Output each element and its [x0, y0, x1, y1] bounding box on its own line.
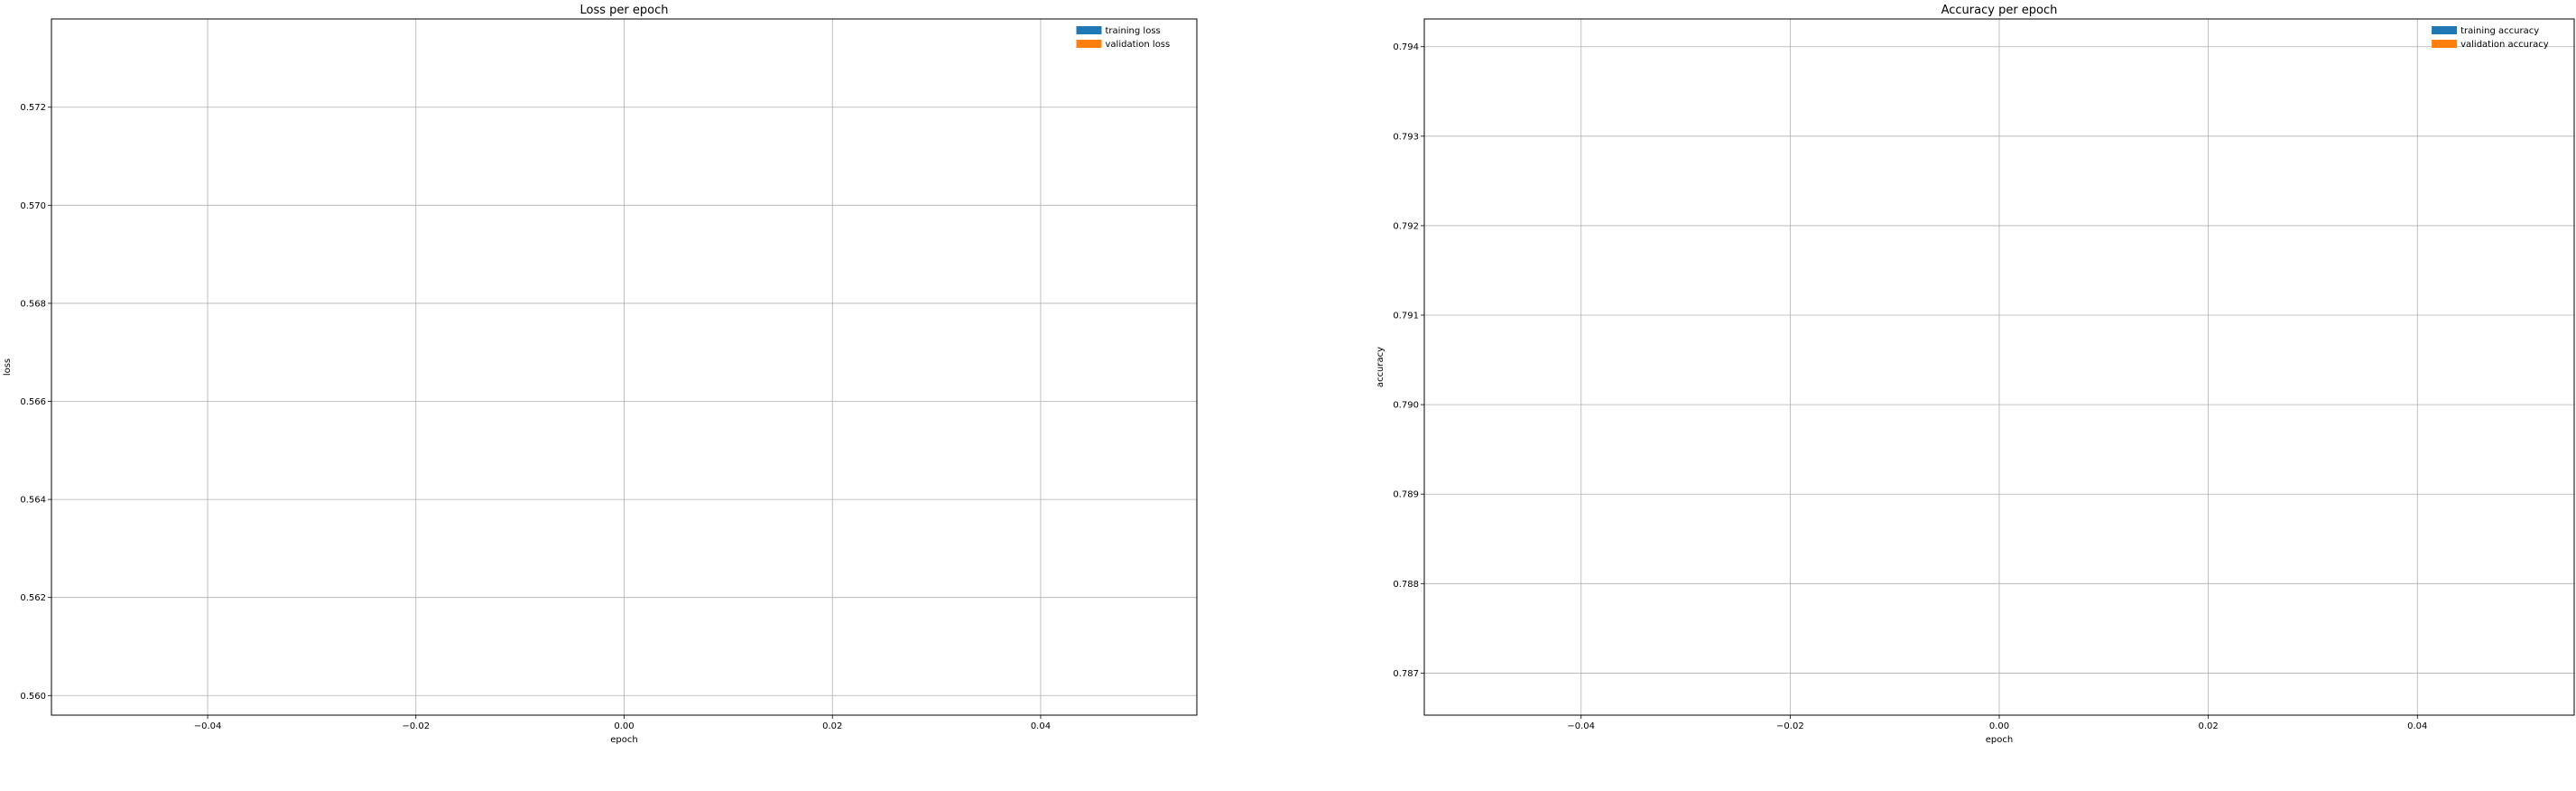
accuracy-x-axis-label: epoch: [1986, 735, 2013, 745]
loss-y-tick-label: 0.566: [20, 397, 46, 407]
loss-x-tick-label: −0.04: [194, 721, 222, 731]
legend-label-training-loss: training loss: [1106, 26, 1161, 36]
loss-y-tick-label: 0.568: [20, 299, 46, 309]
legend-swatch-validation-accuracy: [2432, 40, 2458, 48]
loss-x-tick-label: 0.04: [1031, 721, 1051, 731]
loss-chart: −0.04 −0.02 0.00 0.02 0.04 0.5600.5620.5640.…: [3, 4, 1198, 745]
loss-y-tick-label: 0.560: [20, 692, 46, 702]
accuracy-legend: training accuracy validation accuracy: [2432, 26, 2549, 50]
accuracy-x-tick-label: −0.02: [1776, 721, 1804, 731]
accuracy-y-tick-label: 0.792: [1393, 221, 1419, 231]
legend-label-validation-accuracy: validation accuracy: [2460, 40, 2549, 50]
accuracy-y-tick-label: 0.791: [1393, 312, 1419, 321]
loss-legend: training loss validation loss: [1076, 26, 1171, 50]
legend-swatch-training-accuracy: [2432, 26, 2458, 34]
loss-chart-title: Loss per epoch: [580, 4, 669, 17]
accuracy-y-tick-label: 0.788: [1393, 580, 1419, 590]
loss-x-tick-label: 0.00: [614, 721, 634, 731]
loss-y-tick-label: 0.570: [20, 201, 46, 211]
accuracy-chart: −0.04 −0.02 0.00 0.02 0.04 0.7870.7880.7890.…: [1376, 4, 2575, 745]
accuracy-y-tick-label: 0.790: [1393, 401, 1419, 411]
legend-swatch-validation-loss: [1076, 40, 1102, 48]
loss-y-axis-label: loss: [3, 358, 13, 376]
accuracy-y-ticks: 0.787 0.788 0.789 0.790 0.791 0.792 0.793 0.794: [1393, 42, 1424, 679]
accuracy-y-tick-label: 0.789: [1393, 490, 1419, 500]
legend-swatch-training-loss: [1076, 26, 1102, 34]
accuracy-x-tick-label: 0.04: [2407, 721, 2427, 731]
loss-y-tick-label: 0.572: [20, 103, 46, 113]
loss-y-ticks: 0.560 0.562 0.564 0.566 0.568 0.570 0.572: [20, 103, 51, 702]
legend-label-validation-loss: validation loss: [1106, 40, 1171, 50]
accuracy-chart-title: Accuracy per epoch: [1941, 4, 2058, 17]
legend-label-training-accuracy: training accuracy: [2460, 26, 2539, 36]
accuracy-y-tick-label: 0.794: [1393, 42, 1419, 52]
loss-x-tick-label: 0.02: [822, 721, 842, 731]
accuracy-y-tick-label: 0.793: [1393, 132, 1419, 142]
accuracy-x-tick-label: 0.02: [2199, 721, 2219, 731]
loss-gridlines: [51, 19, 1197, 715]
accuracy-y-axis-label: accuracy: [1376, 347, 1385, 387]
accuracy-x-tick-label: −0.04: [1567, 721, 1595, 731]
loss-x-tick-label: −0.02: [402, 721, 430, 731]
accuracy-x-ticks: −0.04 −0.02 0.00 0.02 0.04: [1567, 715, 2427, 731]
accuracy-gridlines: [1424, 19, 2574, 715]
loss-x-ticks: −0.04 −0.02 0.00 0.02 0.04: [194, 715, 1051, 731]
accuracy-x-tick-label: 0.00: [1989, 721, 2009, 731]
loss-y-tick-label: 0.562: [20, 593, 46, 603]
loss-y-tick-label: 0.564: [20, 496, 46, 506]
accuracy-y-tick-label: 0.787: [1393, 669, 1419, 679]
loss-x-axis-label: epoch: [610, 735, 637, 745]
